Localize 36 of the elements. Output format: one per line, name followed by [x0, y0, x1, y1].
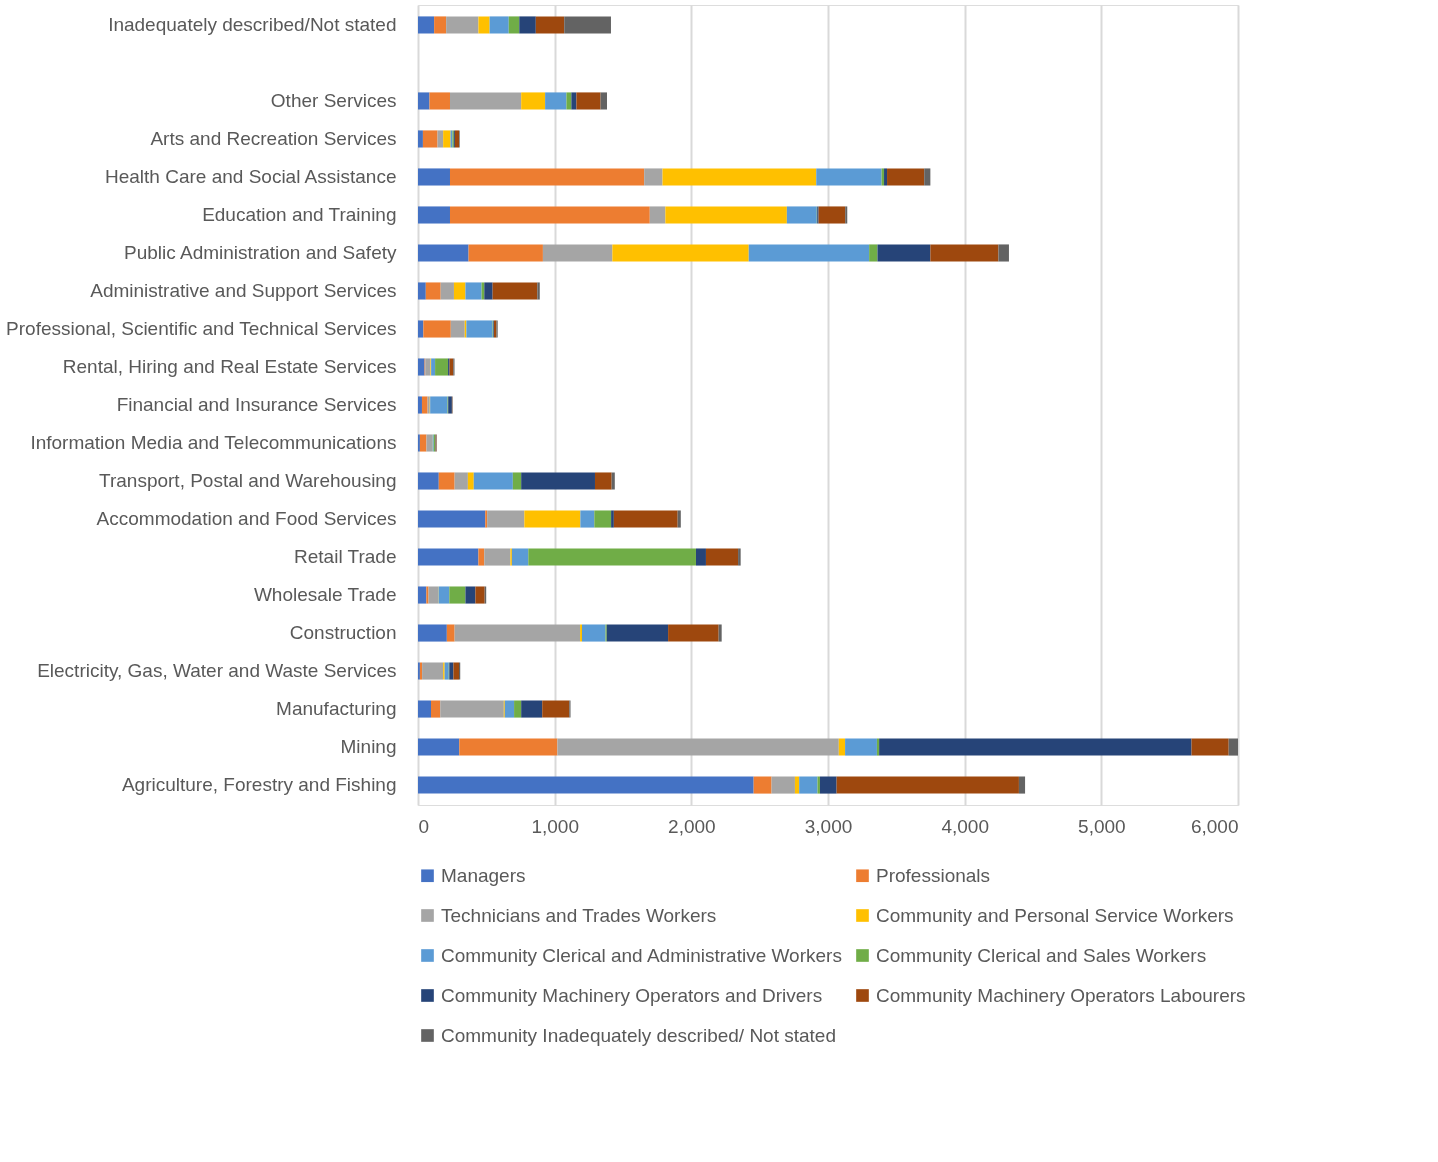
y-tick-label: Retail Trade: [294, 546, 397, 568]
y-tick-label: Construction: [289, 622, 397, 644]
x-tick-label: 2,000: [668, 815, 716, 837]
y-tick-label: Inadequately described/Not stated: [108, 13, 397, 35]
legend-label: Community and Personal Service Workers: [876, 904, 1234, 926]
y-tick-label: Public Administration and Safety: [124, 241, 397, 263]
y-tick-label: Rental, Hiring and Real Estate Services: [62, 356, 397, 377]
legend-label: Managers: [441, 864, 526, 886]
legend-label: Community Clerical and Sales Workers: [876, 944, 1207, 966]
y-tick-label: Agriculture, Forestry and Fishing: [121, 774, 397, 796]
legend-label: Community Inadequately described/ Not stated: [441, 1024, 836, 1046]
y-tick-label: Wholesale Trade: [253, 584, 397, 606]
x-tick-label: 5,000: [1078, 815, 1126, 837]
y-tick-label: Administrative and Support Services: [90, 279, 397, 301]
y-tick-label: Information Media and Telecommunications: [30, 432, 397, 453]
y-tick-label: Professional, Scientific and Technical Services: [6, 317, 397, 339]
legend-label: Technicians and Trades Workers: [441, 904, 717, 926]
y-tick-label: Arts and Recreation Services: [150, 127, 397, 149]
y-tick-label: Electricity, Gas, Water and Waste Services: [37, 660, 397, 682]
y-tick-label: Financial and Insurance Services: [116, 394, 397, 415]
x-tick-label: 3,000: [804, 815, 853, 837]
y-tick-label: Accommodation and Food Services: [96, 508, 397, 530]
x-tick-label: 6,000: [1190, 815, 1239, 837]
y-tick-label: Other Services: [270, 89, 397, 111]
y-tick-label: Health Care and Social Assistance: [105, 165, 397, 187]
y-tick-label: Manufacturing: [276, 698, 397, 720]
x-tick-label: 1,000: [531, 815, 579, 837]
x-tick-label: 0: [418, 815, 430, 837]
legend-label: Community Machinery Operators and Drivers: [441, 984, 823, 1006]
legend-label: Community Machinery Operators Labourers: [876, 984, 1246, 1006]
y-tick-label: Transport, Postal and Warehousing: [99, 470, 397, 492]
legend-label: Community Clerical and Administrative Workers: [441, 944, 842, 966]
y-tick-label: Mining: [340, 736, 397, 758]
x-tick-label: 4,000: [941, 815, 989, 837]
legend-label: Professionals: [876, 864, 991, 886]
y-tick-label: Education and Training: [202, 203, 397, 225]
